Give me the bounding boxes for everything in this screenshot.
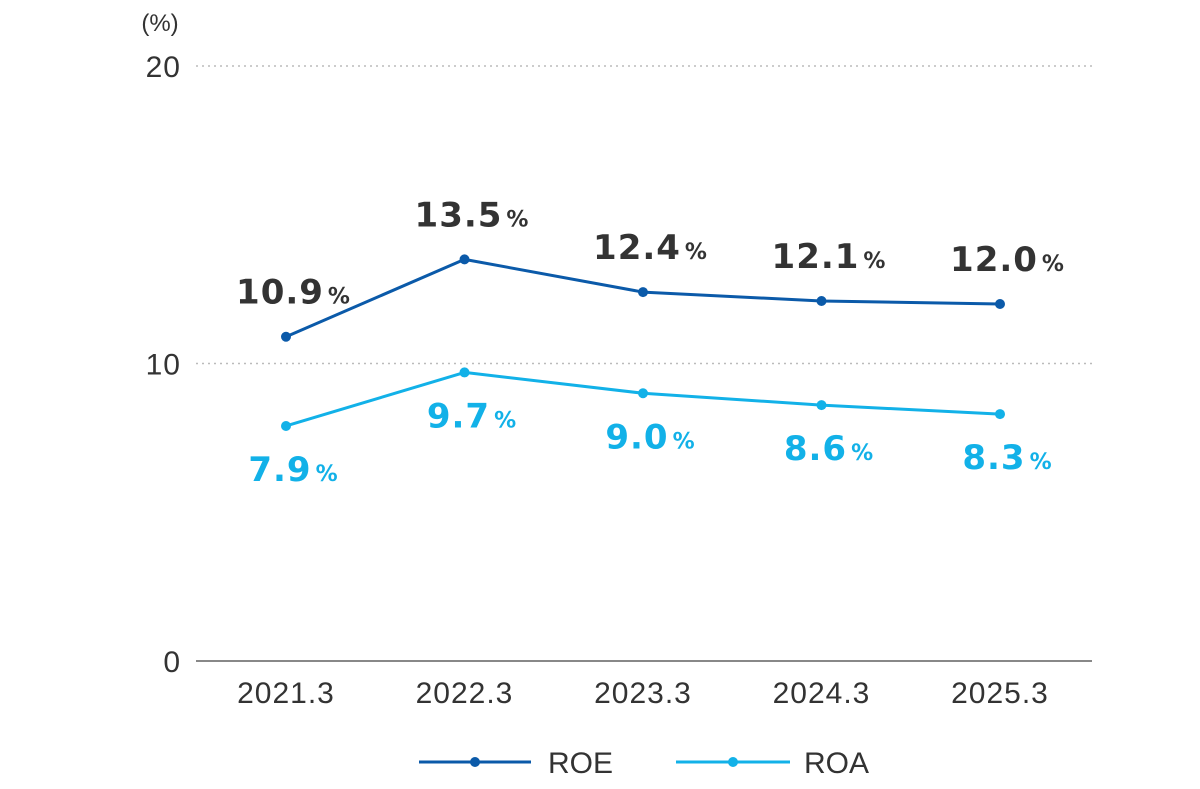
roe-point-4 bbox=[995, 299, 1005, 309]
roe-point-2 bbox=[638, 287, 648, 297]
legend-roe-label: ROE bbox=[548, 747, 613, 780]
roe-data-label-0: 10.9% bbox=[236, 273, 350, 313]
roe-line bbox=[286, 259, 1000, 336]
x-tick-label-0: 2021.3 bbox=[237, 677, 335, 710]
y-axis-unit-label: (%) bbox=[141, 10, 178, 37]
roa-point-3 bbox=[817, 400, 827, 410]
y-tick-label-20: 20 bbox=[146, 51, 181, 84]
legend-roa-label: ROA bbox=[804, 747, 869, 780]
x-tick-label-2: 2023.3 bbox=[594, 677, 692, 710]
roe-data-label-1: 13.5% bbox=[415, 195, 529, 235]
roa-data-label-4: 8.3% bbox=[962, 438, 1051, 478]
roa-point-1 bbox=[460, 367, 470, 377]
gridlines bbox=[196, 66, 1092, 661]
x-axis-ticks: 2021.3 2022.3 2023.3 2024.3 2025.3 bbox=[237, 677, 1049, 710]
data-labels: 10.9 % 13.5 % 12.4% 12.1% 12.0 % 7.9 % 9.7% 9.0% 8.6… bbox=[236, 195, 1064, 490]
x-tick-label-3: 2024.3 bbox=[773, 677, 871, 710]
y-tick-label-10: 10 bbox=[146, 349, 181, 382]
roe-data-label-3: 12.1% bbox=[772, 237, 886, 277]
roe-point-1 bbox=[460, 254, 470, 264]
y-tick-label-0: 0 bbox=[163, 646, 181, 679]
roa-data-label-1: 9.7% bbox=[427, 396, 516, 436]
roa-data-label-0: 7.9% bbox=[248, 450, 337, 490]
roa-point-4 bbox=[995, 409, 1005, 419]
legend: ROE ROA bbox=[419, 747, 869, 780]
legend-roa-marker bbox=[728, 757, 738, 767]
roe-point-0 bbox=[281, 332, 291, 342]
legend-roe-marker bbox=[470, 757, 480, 767]
roe-data-label-2: 12.4% bbox=[593, 228, 707, 268]
roa-point-0 bbox=[281, 421, 291, 431]
roa-point-2 bbox=[638, 388, 648, 398]
roe-data-label-4: 12.0% bbox=[950, 240, 1064, 280]
series-layer bbox=[281, 254, 1005, 431]
x-tick-label-1: 2022.3 bbox=[416, 677, 514, 710]
roa-data-label-3: 8.6% bbox=[784, 429, 873, 469]
x-tick-label-4: 2025.3 bbox=[951, 677, 1049, 710]
roa-data-label-2: 9.0% bbox=[605, 417, 694, 457]
y-axis-ticks: 0 10 20 bbox=[146, 51, 181, 679]
roe-point-3 bbox=[817, 296, 827, 306]
